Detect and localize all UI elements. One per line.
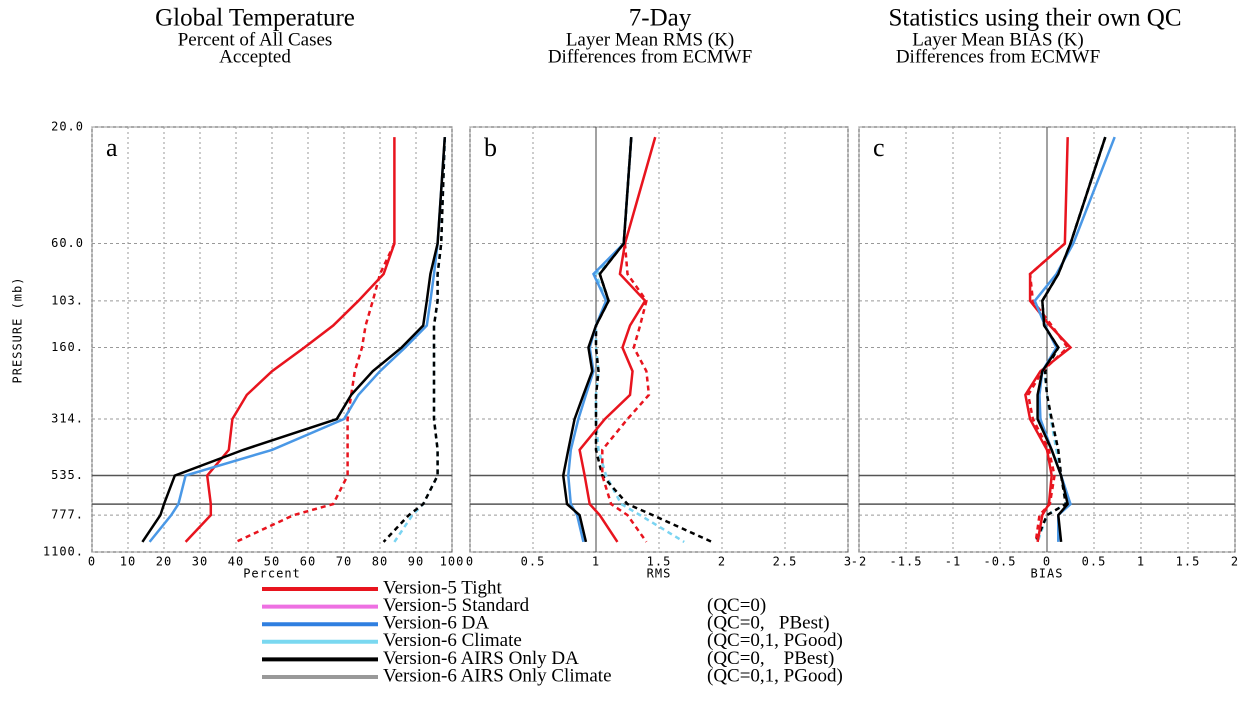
panel-title: 7-Day xyxy=(629,5,692,32)
panel-subtitle: Differences from ECMWF xyxy=(548,46,752,67)
profile-line xyxy=(601,243,651,543)
x-tick-label: 80 xyxy=(372,555,388,569)
x-tick-label: 2 xyxy=(718,555,726,569)
y-axis-label: PRESSURE (mb) xyxy=(11,277,25,384)
x-tick-label: 100 xyxy=(440,555,465,569)
profile-line xyxy=(578,136,657,543)
legend-note: (QC=0,1, PGood) xyxy=(707,665,843,686)
legend-label: Version-5 Standard xyxy=(383,595,530,616)
x-tick-label: 1 xyxy=(1137,555,1145,569)
x-tick-label: -1.5 xyxy=(890,555,923,569)
profile-line xyxy=(235,242,396,544)
x-tick-label: 50 xyxy=(264,555,280,569)
legend-note: (QC=0) xyxy=(707,595,766,616)
x-tick-label: 0 xyxy=(1043,555,1051,569)
x-tick-label: 1.5 xyxy=(1176,555,1201,569)
x-tick-label: 1 xyxy=(592,555,600,569)
x-tick-label: -1 xyxy=(945,555,961,569)
profile-line xyxy=(594,137,713,544)
y-tick-label: 314. xyxy=(51,412,84,426)
x-tick-label: 0.5 xyxy=(521,555,546,569)
y-tick-label: 535. xyxy=(51,468,84,482)
legend-label: Version-6 AIRS Only Climate xyxy=(383,665,612,686)
legend-label: Version-6 DA xyxy=(383,613,489,634)
panel-subtitle: Percent of All Cases xyxy=(178,29,333,50)
y-tick-label: 20.0 xyxy=(51,120,84,134)
legend-label: Version-5 Tight xyxy=(383,577,502,598)
x-tick-label: 40 xyxy=(228,555,244,569)
legend-note: (QC=0, PBest) xyxy=(707,613,830,634)
x-tick-label: -2 xyxy=(851,555,867,569)
profile-line xyxy=(382,137,447,543)
x-axis-label: BIAS xyxy=(1031,567,1064,581)
x-tick-label: 90 xyxy=(408,555,424,569)
profile-line xyxy=(148,137,447,543)
profile-line xyxy=(561,137,633,543)
panel-label: a xyxy=(106,133,118,162)
y-tick-label: 60.0 xyxy=(51,236,84,250)
panel-subtitle: Layer Mean RMS (K) xyxy=(566,29,734,50)
x-tick-label: 30 xyxy=(192,555,208,569)
panel-title: Global Temperature xyxy=(155,5,355,32)
legend-label: Version-6 AIRS Only DA xyxy=(383,648,579,669)
profile-line xyxy=(393,137,447,543)
x-tick-label: 2 xyxy=(1231,555,1239,569)
y-tick-label: 1100. xyxy=(43,545,84,559)
x-axis-label: Percent xyxy=(243,567,301,581)
profile-line xyxy=(141,137,447,543)
x-tick-label: -0.5 xyxy=(984,555,1017,569)
panel-subtitle: Accepted xyxy=(219,46,291,67)
profile-line xyxy=(1036,136,1107,543)
y-tick-label: 103. xyxy=(51,293,84,307)
panel-label: b xyxy=(484,133,497,162)
x-tick-label: 70 xyxy=(336,555,352,569)
profile-line xyxy=(567,137,633,543)
y-tick-label: 160. xyxy=(51,340,84,354)
x-tick-label: 3 xyxy=(844,555,852,569)
x-tick-label: 0 xyxy=(88,555,96,569)
panel-title: Statistics using their own QC xyxy=(888,5,1181,32)
x-tick-label: 0 xyxy=(466,555,474,569)
x-tick-label: 1.5 xyxy=(647,555,672,569)
x-axis-label: RMS xyxy=(647,567,672,581)
panel-label: c xyxy=(873,133,885,162)
panel-subtitle: Layer Mean BIAS (K) xyxy=(912,29,1083,50)
profile-line xyxy=(594,137,685,543)
x-tick-label: 60 xyxy=(300,555,316,569)
x-tick-label: 0.5 xyxy=(1082,555,1107,569)
x-tick-label: 2.5 xyxy=(773,555,798,569)
legend-note: (QC=0, PBest) xyxy=(707,648,834,669)
profile-line xyxy=(184,137,396,543)
profile-line xyxy=(1026,242,1070,543)
x-tick-label: 10 xyxy=(120,555,136,569)
legend-note: (QC=0,1, PGood) xyxy=(707,630,843,651)
legend-label: Version-6 Climate xyxy=(383,630,522,651)
y-tick-label: 777. xyxy=(51,508,84,522)
profile-line xyxy=(1024,137,1073,543)
x-tick-label: 20 xyxy=(156,555,172,569)
profile-line xyxy=(1034,136,1107,543)
profile-line xyxy=(1036,136,1107,543)
panel-subtitle: Differences from ECMWF xyxy=(896,46,1100,67)
